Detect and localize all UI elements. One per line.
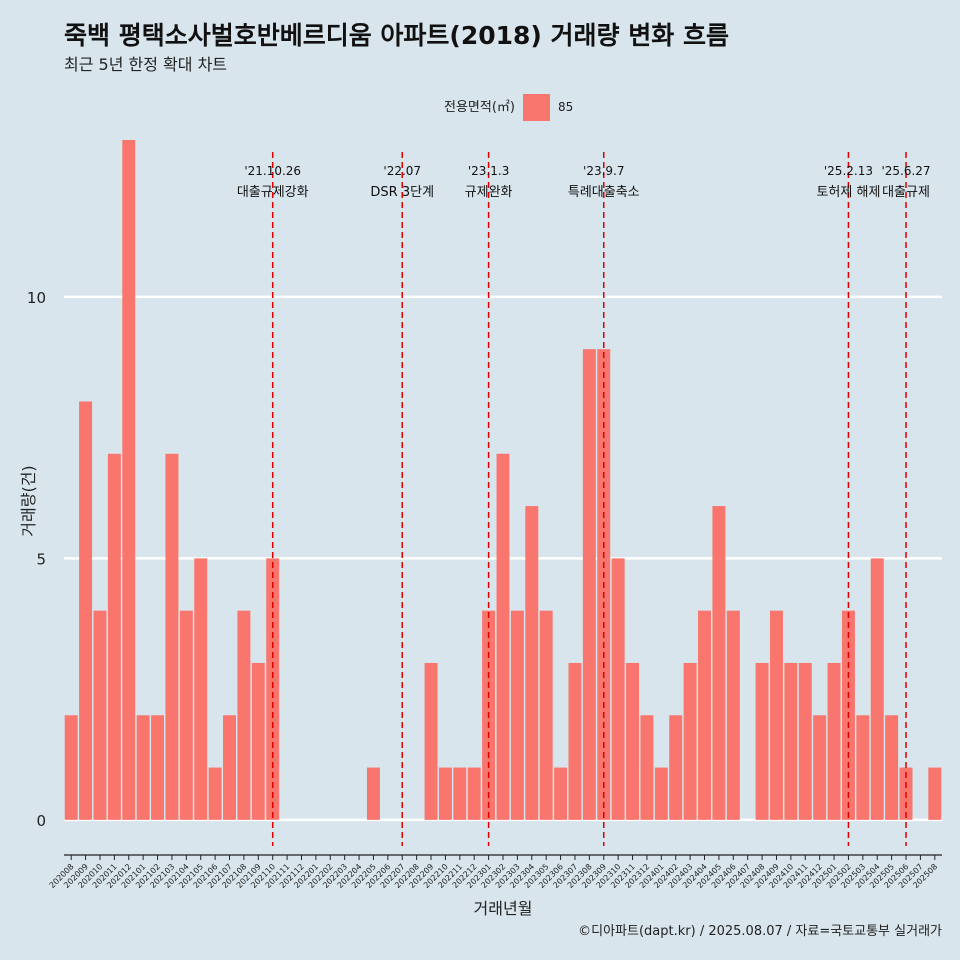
bar xyxy=(64,715,78,820)
event-label: 대출규제강화 xyxy=(237,185,309,200)
x-axis: 2020082020092020102020112020122021012021… xyxy=(48,854,942,890)
bar xyxy=(194,558,208,820)
bar xyxy=(798,662,812,820)
event-label: 대출규제 xyxy=(882,185,930,200)
bar xyxy=(669,715,683,820)
event-date: '25.6.27 xyxy=(881,164,930,178)
event-label: 특례대출축소 xyxy=(568,185,640,200)
bars xyxy=(64,140,942,820)
bar xyxy=(179,610,193,820)
event-label: 토허제 해제 xyxy=(816,185,880,200)
x-axis-label: 거래년월 xyxy=(474,899,533,918)
bar xyxy=(79,401,93,820)
caption: ©디아파트(dapt.kr) / 2025.08.07 / 자료=국토교통부 실… xyxy=(578,924,942,939)
event-label: DSR 3단계 xyxy=(370,185,434,200)
bar xyxy=(525,506,539,820)
bar xyxy=(928,767,942,820)
bar xyxy=(165,453,179,820)
bar xyxy=(539,610,553,820)
bar xyxy=(827,662,841,820)
bar xyxy=(208,767,222,820)
legend-label: 85 xyxy=(558,100,573,114)
bar xyxy=(251,662,265,820)
legend: 전용면적(㎡) 85 xyxy=(444,94,573,121)
bar xyxy=(813,715,827,820)
bar xyxy=(136,715,150,820)
bar xyxy=(640,715,654,820)
bar xyxy=(885,715,899,820)
bar xyxy=(366,767,380,820)
bar xyxy=(654,767,668,820)
bar xyxy=(626,662,640,820)
event-date: '22.07 xyxy=(383,164,421,178)
bar xyxy=(726,610,740,820)
bar xyxy=(237,610,251,820)
bar xyxy=(496,453,510,820)
y-tick-label: 10 xyxy=(27,289,46,307)
bar xyxy=(784,662,798,820)
bar xyxy=(438,767,452,820)
bar xyxy=(755,662,769,820)
bar xyxy=(266,558,280,820)
y-axis: 0 5 10 xyxy=(27,289,46,830)
bar xyxy=(769,610,783,820)
legend-swatch xyxy=(523,94,550,121)
bar xyxy=(510,610,524,820)
bar xyxy=(453,767,467,820)
bar xyxy=(870,558,884,820)
bar xyxy=(424,662,438,820)
annotations: '21.10.26 대출규제강화 '22.07 DSR 3단계 '23.1.3 규제완화 '… xyxy=(237,152,931,846)
chart-subtitle: 최근 5년 한정 확대 차트 xyxy=(64,55,227,74)
bar xyxy=(151,715,165,820)
bar xyxy=(93,610,107,820)
bar xyxy=(122,140,136,820)
event-label: 규제완화 xyxy=(465,185,513,200)
bar xyxy=(223,715,237,820)
chart-title: 죽백 평택소사벌호반베르디움 아파트(2018) 거래량 변화 흐름 xyxy=(64,21,729,50)
bar xyxy=(856,715,870,820)
bar xyxy=(107,453,121,820)
bar xyxy=(554,767,568,820)
y-tick-label: 0 xyxy=(36,812,46,830)
bar xyxy=(467,767,481,820)
bar xyxy=(698,610,711,820)
bar xyxy=(611,558,625,820)
bar xyxy=(582,349,596,820)
event-date: '21.10.26 xyxy=(244,164,301,178)
legend-title: 전용면적(㎡) xyxy=(444,100,515,115)
y-axis-label: 거래량(건) xyxy=(19,465,38,536)
event-date: '23.9.7 xyxy=(583,164,624,178)
event-date: '23.1.3 xyxy=(468,164,509,178)
bar xyxy=(712,506,726,820)
event-date: '25.2.13 xyxy=(824,164,873,178)
bar xyxy=(683,662,697,820)
y-tick-label: 5 xyxy=(36,550,46,568)
bar xyxy=(568,662,582,820)
